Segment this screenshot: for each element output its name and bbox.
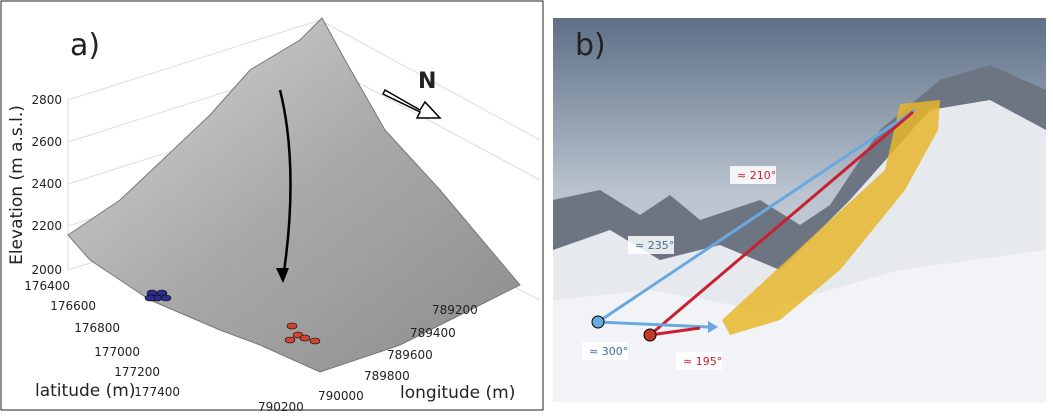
blue-points — [144, 289, 172, 302]
x-tick-label: 790200 — [258, 400, 304, 412]
angle-label: ≈ 195° — [683, 355, 722, 368]
north-label: N — [418, 69, 436, 94]
z-tick-label: 2000 — [31, 263, 62, 277]
z-tick-label: 2400 — [31, 177, 62, 191]
y-tick-label: 177000 — [94, 345, 140, 359]
x-axis-label: longitude (m) — [400, 383, 515, 403]
x-tick-label: 790000 — [318, 389, 364, 403]
release-point — [643, 328, 657, 342]
z-ticks: 2000 2200 2400 2600 2800 — [31, 93, 62, 277]
y-tick-label: 177400 — [134, 385, 180, 399]
terrain — [67, 17, 521, 373]
direction-line — [649, 326, 701, 337]
y-tick-label: 176800 — [74, 321, 120, 335]
z-tick-label: 2200 — [31, 219, 62, 233]
y-ticks: 176400 176600 176800 177000 177200 17740… — [24, 279, 180, 399]
y-tick-label: 177200 — [114, 365, 160, 379]
angle-label: ≈ 235° — [635, 239, 674, 252]
release-point — [591, 315, 605, 329]
flow-arrowhead — [276, 268, 289, 283]
z-tick-label: 2600 — [31, 135, 62, 149]
x-tick-label: 789200 — [432, 303, 478, 317]
x-tick-label: 789600 — [387, 348, 433, 362]
y-tick-label: 176400 — [24, 279, 70, 293]
angle-label: ≈ 210° — [737, 169, 776, 182]
angle-labels: ≈ 210° ≈ 235° ≈ 300° ≈ 195° — [582, 166, 776, 370]
z-axis-label: Elevation (m a.s.l.) — [7, 105, 27, 265]
arrowhead — [708, 321, 718, 333]
direction-line — [597, 320, 709, 329]
x-ticks: 789200 789400 789600 789800 790000 79020… — [258, 303, 478, 414]
panel-label: b) — [575, 28, 606, 63]
y-axis-label: latitude (m) — [35, 381, 135, 401]
panel-label: a) — [70, 28, 100, 63]
x-tick-label: 789800 — [364, 369, 410, 383]
y-tick-label: 176600 — [50, 299, 96, 313]
red-points — [284, 322, 321, 345]
x-tick-label: 789400 — [410, 326, 456, 340]
north-arrow — [381, 88, 442, 119]
direction-line — [649, 110, 914, 337]
flow-arrow — [278, 89, 292, 279]
z-tick-label: 2800 — [31, 93, 62, 107]
direction-line — [597, 108, 916, 324]
angle-label: ≈ 300° — [589, 345, 628, 358]
